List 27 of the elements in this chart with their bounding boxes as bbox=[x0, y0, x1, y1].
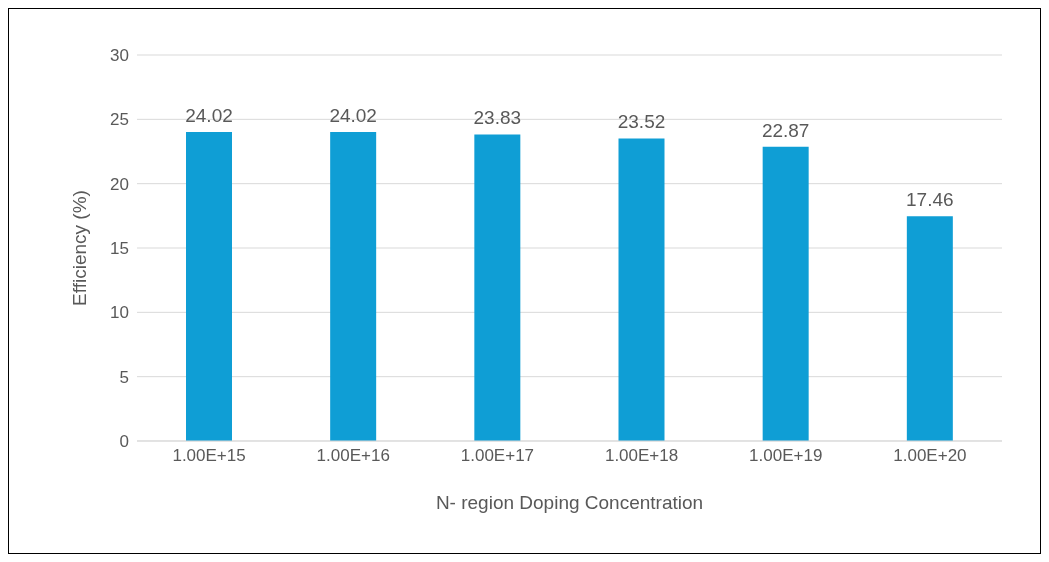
y-tick-label: 20 bbox=[110, 174, 129, 194]
bar bbox=[186, 131, 232, 441]
bar bbox=[762, 146, 809, 441]
y-tick-label: 5 bbox=[119, 367, 129, 387]
x-tick-label: 1.00E+20 bbox=[893, 446, 967, 466]
x-tick-label: 1.00E+16 bbox=[316, 446, 390, 466]
data-label: 24.02 bbox=[185, 104, 233, 126]
data-label: 17.46 bbox=[906, 189, 954, 211]
y-tick-label: 0 bbox=[119, 432, 129, 452]
y-tick-label: 15 bbox=[110, 239, 129, 259]
bar bbox=[330, 131, 377, 441]
y-tick-label: 10 bbox=[110, 303, 129, 323]
x-tick-label: 1.00E+18 bbox=[604, 446, 679, 466]
y-tick-label: 30 bbox=[110, 46, 129, 66]
x-tick-label: 1.00E+15 bbox=[172, 446, 246, 466]
bar bbox=[618, 138, 665, 441]
x-axis-title: N- region Doping Concentration bbox=[435, 492, 704, 513]
data-label: 24.02 bbox=[329, 104, 377, 126]
bar bbox=[474, 134, 521, 441]
x-tick-label: 1.00E+17 bbox=[460, 446, 535, 466]
bar bbox=[906, 216, 953, 441]
x-tick-label: 1.00E+19 bbox=[749, 446, 823, 466]
data-label: 23.83 bbox=[473, 107, 522, 129]
y-axis-title: Efficiency (%) bbox=[68, 190, 90, 306]
y-tick-label: 25 bbox=[110, 110, 129, 130]
data-label: 23.52 bbox=[617, 111, 666, 133]
data-label: 22.87 bbox=[761, 119, 810, 141]
